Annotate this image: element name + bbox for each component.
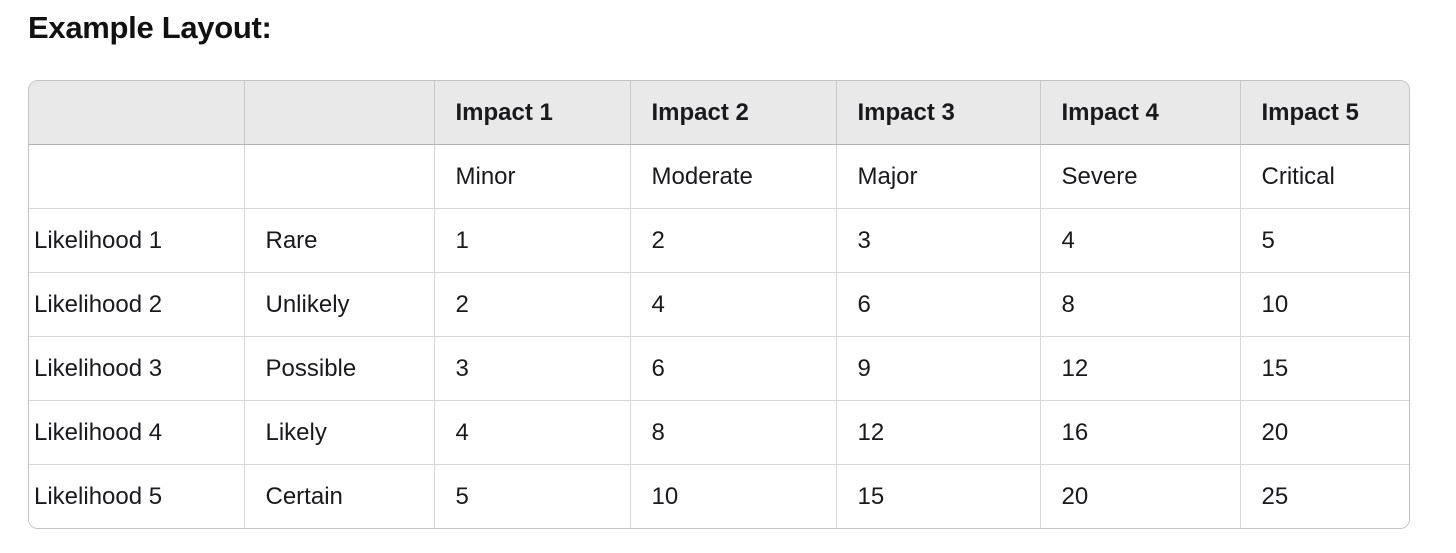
value-cell: 6 (836, 272, 1041, 337)
likelihood-cell: Likelihood 2 (29, 272, 245, 337)
value-cell: 10 (630, 464, 837, 528)
value-cell: 6 (630, 336, 837, 401)
value-cell: 15 (836, 464, 1041, 528)
subheader-cell-severe: Severe (1040, 144, 1241, 209)
value-cell: 2 (630, 208, 837, 273)
value-cell: 9 (836, 336, 1041, 401)
table-row-likelihood-5: Likelihood 5 Certain 5 10 15 20 25 (29, 464, 1409, 528)
value-cell: 8 (1040, 272, 1241, 337)
table-row-likelihood-3: Likelihood 3 Possible 3 6 9 12 15 (29, 336, 1409, 401)
value-cell: 12 (1040, 336, 1241, 401)
header-cell-impact-1: Impact 1 (434, 81, 631, 145)
likelihood-cell: Likelihood 4 (29, 400, 245, 465)
likelihood-label-cell: Unlikely (244, 272, 435, 337)
risk-matrix-grid: Impact 1 Impact 2 Impact 3 Impact 4 Impa… (29, 81, 1409, 528)
subheader-cell-major: Major (836, 144, 1041, 209)
header-row: Impact 1 Impact 2 Impact 3 Impact 4 Impa… (29, 81, 1409, 145)
value-cell: 25 (1240, 464, 1409, 528)
likelihood-label-cell: Possible (244, 336, 435, 401)
value-cell: 5 (1240, 208, 1409, 273)
header-cell-impact-5: Impact 5 (1240, 81, 1409, 145)
header-cell-impact-4: Impact 4 (1040, 81, 1241, 145)
likelihood-label-cell: Rare (244, 208, 435, 273)
subheader-cell-empty-2 (244, 144, 435, 209)
value-cell: 20 (1040, 464, 1241, 528)
page: Example Layout: Impact 1 Impact 2 Impact… (0, 10, 1456, 529)
value-cell: 3 (836, 208, 1041, 273)
subheader-cell-moderate: Moderate (630, 144, 837, 209)
value-cell: 4 (1040, 208, 1241, 273)
page-title: Example Layout: (28, 10, 272, 45)
value-cell: 4 (434, 400, 631, 465)
header-cell-impact-2: Impact 2 (630, 81, 837, 145)
subheader-cell-minor: Minor (434, 144, 631, 209)
value-cell: 12 (836, 400, 1041, 465)
value-cell: 10 (1240, 272, 1409, 337)
likelihood-cell: Likelihood 5 (29, 464, 245, 528)
value-cell: 3 (434, 336, 631, 401)
subheader-cell-critical: Critical (1240, 144, 1409, 209)
likelihood-cell: Likelihood 1 (29, 208, 245, 273)
table-row-likelihood-4: Likelihood 4 Likely 4 8 12 16 20 (29, 400, 1409, 465)
value-cell: 20 (1240, 400, 1409, 465)
header-cell-impact-3: Impact 3 (836, 81, 1041, 145)
likelihood-cell: Likelihood 3 (29, 336, 245, 401)
value-cell: 16 (1040, 400, 1241, 465)
table-row-likelihood-1: Likelihood 1 Rare 1 2 3 4 5 (29, 208, 1409, 273)
subheader-row: Minor Moderate Major Severe Critical (29, 144, 1409, 209)
value-cell: 4 (630, 272, 837, 337)
value-cell: 1 (434, 208, 631, 273)
value-cell: 15 (1240, 336, 1409, 401)
value-cell: 5 (434, 464, 631, 528)
table-row-likelihood-2: Likelihood 2 Unlikely 2 4 6 8 10 (29, 272, 1409, 337)
header-cell-empty-1 (29, 81, 245, 145)
subheader-cell-empty-1 (29, 144, 245, 209)
risk-matrix-table: Impact 1 Impact 2 Impact 3 Impact 4 Impa… (28, 80, 1410, 529)
value-cell: 8 (630, 400, 837, 465)
header-cell-empty-2 (244, 81, 435, 145)
likelihood-label-cell: Certain (244, 464, 435, 528)
value-cell: 2 (434, 272, 631, 337)
likelihood-label-cell: Likely (244, 400, 435, 465)
